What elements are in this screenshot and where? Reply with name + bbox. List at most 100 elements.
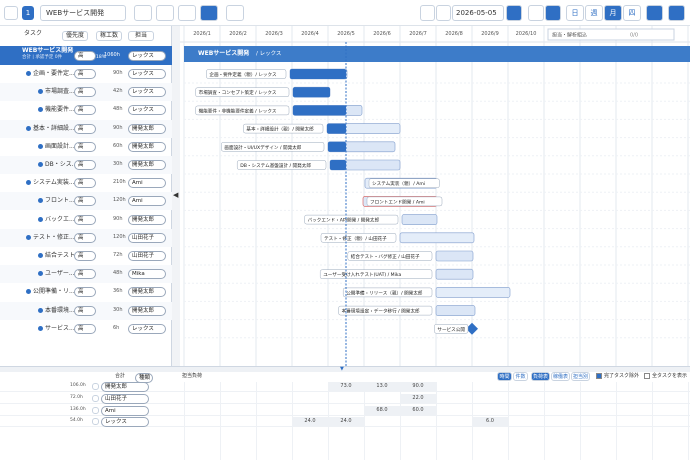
- date-button[interactable]: [506, 5, 522, 21]
- task-priority[interactable]: 高: [74, 251, 96, 261]
- unit-button[interactable]: 時間: [497, 372, 512, 381]
- month-label: 2026/10: [516, 31, 537, 37]
- load-toggle[interactable]: [92, 418, 99, 426]
- tool-button[interactable]: [178, 5, 196, 21]
- load-grid: [328, 382, 329, 460]
- bar-label: ユーザー受け入れテスト(UAT) / Mika: [323, 271, 401, 278]
- load-toggle[interactable]: [92, 394, 99, 402]
- tool-button[interactable]: [200, 5, 218, 21]
- header-priority[interactable]: 優先度: [62, 31, 89, 41]
- header-hours[interactable]: 稼工数: [96, 31, 123, 41]
- task-priority[interactable]: 高: [74, 323, 96, 334]
- bar-label: テスト・修正（親）/ 山田花子: [324, 235, 387, 242]
- task-progress: [328, 141, 346, 152]
- status-dot: [26, 125, 31, 131]
- task-owner[interactable]: Ami: [128, 196, 166, 207]
- task-owner[interactable]: 山田花子: [128, 232, 166, 243]
- task-priority[interactable]: 高: [74, 196, 96, 207]
- task-owner[interactable]: レックス: [128, 105, 166, 116]
- view-scale[interactable]: 週: [585, 5, 603, 21]
- bar-label: システム実装（親）/ Ami: [372, 180, 425, 187]
- tool-button[interactable]: [226, 5, 244, 21]
- load-tab[interactable]: 稼働表: [551, 372, 570, 381]
- task-priority[interactable]: 高: [74, 69, 96, 79]
- history-button[interactable]: [436, 5, 451, 21]
- task-owner[interactable]: Mika: [128, 269, 166, 280]
- task-owner[interactable]: 開発太郎: [128, 141, 166, 152]
- load-cell: 73.0: [328, 382, 364, 391]
- task-name: ユーザー...: [45, 270, 75, 278]
- task-name: 機能要件...: [45, 106, 75, 114]
- bar-label-box: [368, 178, 440, 188]
- panel-button[interactable]: [668, 5, 685, 21]
- load-grid: [688, 382, 689, 460]
- load-row: [0, 426, 690, 428]
- tool-button[interactable]: [156, 5, 174, 21]
- history-button[interactable]: [420, 5, 435, 21]
- option-check[interactable]: [596, 373, 602, 379]
- load-grid: [292, 382, 293, 460]
- project-select[interactable]: WEBサービス開発: [40, 5, 126, 21]
- task-priority[interactable]: 高: [74, 232, 96, 243]
- task-owner[interactable]: 開発太郎: [128, 160, 166, 170]
- unit-button[interactable]: 件数: [513, 372, 528, 381]
- bar-label-box: [342, 287, 433, 298]
- project-name: WEBサービス開発: [22, 47, 74, 54]
- status-dot: [38, 162, 43, 167]
- task-owner[interactable]: 開発太郎: [128, 287, 166, 298]
- task-progress: [293, 87, 330, 98]
- status-dot: [38, 198, 43, 204]
- view-toggle[interactable]: [528, 5, 544, 21]
- task-priority[interactable]: 高: [74, 123, 96, 134]
- task-priority[interactable]: 高: [74, 287, 96, 298]
- view-scale[interactable]: 日: [566, 5, 584, 21]
- view-scale[interactable]: 月: [604, 5, 622, 21]
- task-owner[interactable]: レックス: [128, 69, 166, 79]
- view-scale[interactable]: 四: [623, 5, 641, 21]
- load-cell: 68.0: [364, 405, 400, 415]
- task-name: 市場調査...: [45, 88, 75, 96]
- task-owner[interactable]: レックス: [128, 87, 166, 98]
- task-priority[interactable]: 高: [74, 160, 96, 170]
- task-priority[interactable]: 高: [74, 214, 96, 225]
- header-owner[interactable]: 担当: [128, 31, 155, 41]
- search-box: [547, 28, 675, 41]
- task-name: フロント...: [45, 197, 75, 205]
- date-input[interactable]: 2026-05-05: [452, 5, 504, 21]
- task-priority[interactable]: 高: [74, 87, 96, 98]
- task-priority[interactable]: 高: [74, 141, 96, 152]
- load-row: [0, 414, 690, 416]
- task-priority[interactable]: 高: [74, 305, 96, 316]
- load-owner: Ami: [101, 405, 149, 416]
- task-priority[interactable]: 高: [74, 105, 96, 116]
- panel-button[interactable]: [646, 5, 663, 21]
- task-owner[interactable]: Ami: [128, 178, 166, 189]
- project-owner: レックス: [128, 51, 166, 61]
- project-summary: 合計 | 承認予定 0件: [22, 55, 63, 60]
- option-check[interactable]: [644, 373, 650, 379]
- bar-label-box: [304, 214, 399, 225]
- view-toggle[interactable]: [545, 5, 561, 21]
- splitter[interactable]: ◀: [172, 26, 180, 366]
- load-toggle[interactable]: [92, 383, 99, 390]
- task-owner[interactable]: レックス: [128, 323, 166, 334]
- collapse-arrow[interactable]: ◀: [173, 191, 179, 199]
- tool-button[interactable]: [134, 5, 152, 21]
- task-owner[interactable]: 開発太郎: [128, 214, 166, 225]
- task-priority[interactable]: 高: [74, 269, 96, 280]
- menu-button[interactable]: [4, 6, 18, 20]
- task-owner[interactable]: 開発太郎: [128, 305, 166, 316]
- load-tab[interactable]: 負荷表: [531, 372, 550, 381]
- task-owner[interactable]: 山田花子: [128, 251, 166, 261]
- status-dot: [38, 271, 43, 277]
- status-dot: [38, 253, 43, 258]
- divider-arrow[interactable]: ▼: [340, 366, 344, 372]
- task-priority[interactable]: 高: [74, 178, 96, 189]
- status-dot: [26, 289, 31, 295]
- divider[interactable]: ▼: [0, 366, 690, 372]
- task-name: 画面設計...: [45, 142, 75, 150]
- load-tab[interactable]: 担当別: [571, 372, 590, 381]
- task-owner[interactable]: 開発太郎: [128, 123, 166, 134]
- bar-label: 市場調査・コンセプト策定 / レックス: [199, 89, 277, 96]
- load-toggle[interactable]: [92, 406, 99, 414]
